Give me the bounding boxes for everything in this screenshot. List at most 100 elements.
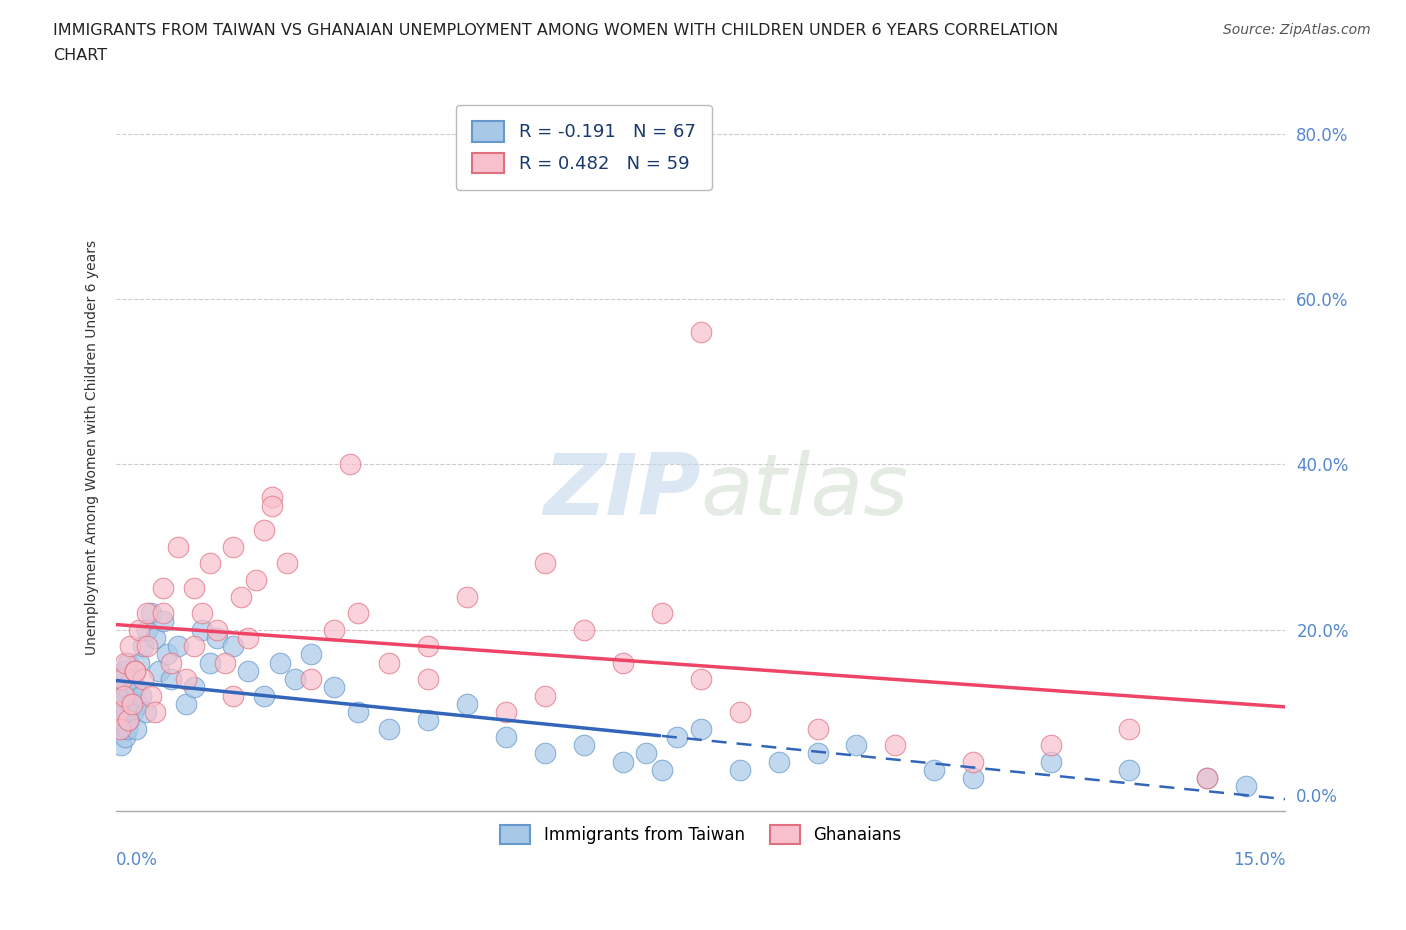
Point	[666, 729, 689, 744]
Point	[129, 688, 152, 703]
Point	[962, 771, 984, 786]
Point	[1118, 763, 1140, 777]
Point	[229, 589, 252, 604]
Point	[111, 671, 134, 686]
Point	[456, 697, 478, 711]
Point	[174, 697, 197, 711]
Point	[845, 737, 868, 752]
Point	[124, 663, 146, 678]
Point	[139, 688, 162, 703]
Point	[121, 697, 143, 711]
Point	[689, 325, 711, 339]
Point	[962, 754, 984, 769]
Text: ZIP: ZIP	[543, 450, 700, 533]
Point	[806, 721, 828, 736]
Point	[128, 622, 150, 637]
Text: atlas: atlas	[700, 450, 908, 533]
Point	[114, 729, 136, 744]
Point	[253, 523, 276, 538]
Point	[110, 671, 132, 686]
Point	[111, 713, 134, 728]
Point	[346, 705, 368, 720]
Point	[124, 680, 146, 695]
Point	[183, 581, 205, 596]
Text: 0.0%: 0.0%	[115, 851, 157, 869]
Point	[139, 605, 162, 620]
Point	[143, 631, 166, 645]
Point	[190, 605, 212, 620]
Point	[634, 746, 657, 761]
Point	[924, 763, 946, 777]
Point	[111, 697, 134, 711]
Y-axis label: Unemployment Among Women with Children Under 6 years: Unemployment Among Women with Children U…	[86, 240, 100, 656]
Point	[806, 746, 828, 761]
Point	[152, 581, 174, 596]
Point	[143, 705, 166, 720]
Point	[378, 721, 401, 736]
Text: Source: ZipAtlas.com: Source: ZipAtlas.com	[1223, 23, 1371, 37]
Point	[612, 655, 634, 670]
Point	[339, 457, 361, 472]
Point	[118, 713, 141, 728]
Text: 15.0%: 15.0%	[1233, 851, 1285, 869]
Point	[152, 614, 174, 629]
Point	[136, 605, 159, 620]
Point	[1040, 737, 1063, 752]
Point	[167, 539, 190, 554]
Point	[132, 639, 155, 654]
Point	[689, 721, 711, 736]
Point	[222, 688, 245, 703]
Point	[416, 639, 439, 654]
Legend: Immigrants from Taiwan, Ghanaians: Immigrants from Taiwan, Ghanaians	[486, 811, 914, 857]
Point	[118, 639, 141, 654]
Point	[533, 746, 555, 761]
Point	[107, 705, 129, 720]
Point	[378, 655, 401, 670]
Point	[159, 671, 181, 686]
Point	[456, 589, 478, 604]
Point	[214, 655, 236, 670]
Point	[299, 647, 322, 662]
Point	[198, 556, 221, 571]
Point	[260, 498, 283, 513]
Point	[117, 688, 139, 703]
Point	[1040, 754, 1063, 769]
Point	[117, 655, 139, 670]
Point	[108, 688, 131, 703]
Point	[148, 663, 170, 678]
Point	[183, 639, 205, 654]
Point	[728, 763, 751, 777]
Point	[117, 713, 139, 728]
Point	[245, 573, 267, 588]
Point	[121, 671, 143, 686]
Point	[533, 556, 555, 571]
Point	[110, 737, 132, 752]
Point	[118, 697, 141, 711]
Point	[107, 721, 129, 736]
Text: CHART: CHART	[53, 48, 107, 63]
Point	[135, 705, 157, 720]
Text: IMMIGRANTS FROM TAIWAN VS GHANAIAN UNEMPLOYMENT AMONG WOMEN WITH CHILDREN UNDER : IMMIGRANTS FROM TAIWAN VS GHANAIAN UNEMP…	[53, 23, 1059, 38]
Point	[495, 705, 517, 720]
Point	[1197, 771, 1219, 786]
Point	[190, 622, 212, 637]
Point	[238, 631, 260, 645]
Point	[238, 663, 260, 678]
Point	[689, 671, 711, 686]
Point	[198, 655, 221, 670]
Point	[112, 688, 135, 703]
Point	[125, 721, 148, 736]
Point	[183, 680, 205, 695]
Point	[884, 737, 907, 752]
Point	[269, 655, 291, 670]
Point	[416, 713, 439, 728]
Point	[207, 622, 229, 637]
Point	[108, 705, 131, 720]
Point	[112, 663, 135, 678]
Point	[152, 605, 174, 620]
Point	[136, 639, 159, 654]
Point	[260, 490, 283, 505]
Point	[128, 655, 150, 670]
Point	[299, 671, 322, 686]
Point	[122, 705, 145, 720]
